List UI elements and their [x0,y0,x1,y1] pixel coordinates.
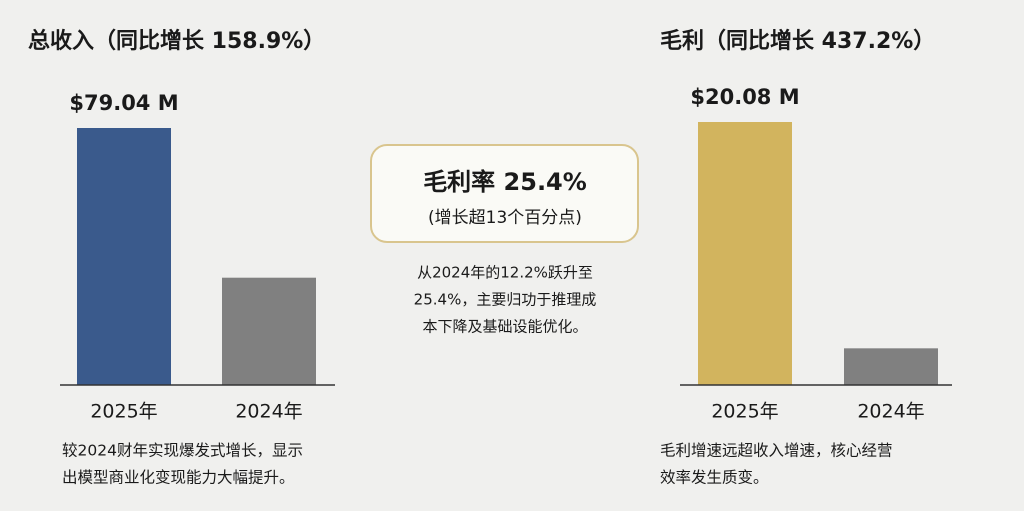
bar [698,122,792,385]
chart-note: 毛利增速远超收入增速，核心经营 [660,442,893,460]
callout-note: 从2024年的12.2%跃升至 [417,264,593,282]
value-label: $79.04 M [69,91,178,115]
x-tick-label: 2024年 [235,401,302,423]
chart-note: 出模型商业化变现能力大幅提升。 [62,469,295,487]
chart-title: 总收入（同比增长 158.9%） [28,28,325,54]
bar [844,348,938,385]
callout-note: 25.4%，主要归功于推理成 [414,291,597,309]
callout-title: 毛利率 25.4% [423,168,587,196]
chart-note: 较2024财年实现爆发式增长，显示 [62,441,303,460]
bar [77,128,171,385]
bar [222,277,316,385]
x-tick-label: 2025年 [711,401,778,423]
x-tick-label: 2025年 [90,401,157,423]
chart-title: 毛利（同比增长 437.2%） [660,28,935,54]
callout-note: 本下降及基础设能优化。 [422,318,587,336]
callout-box [370,144,639,243]
callout-subtitle: (增长超13个百分点) [428,208,582,228]
value-label: $20.08 M [690,85,799,109]
chart-note: 效率发生质变。 [660,469,769,487]
x-tick-label: 2024年 [857,401,924,423]
